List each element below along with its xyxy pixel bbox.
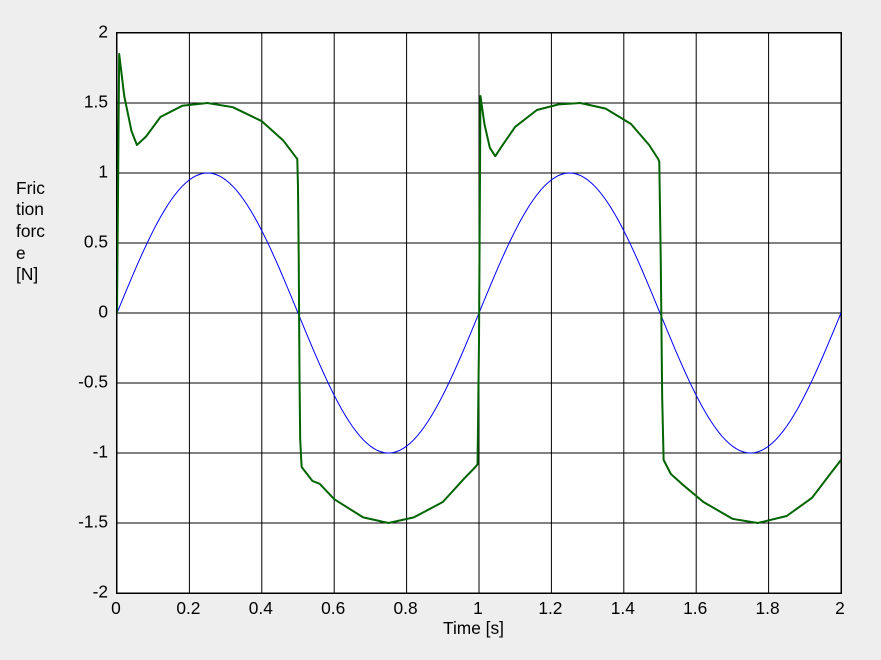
y-tick-label: 0 xyxy=(78,302,108,323)
x-tick-label: 1.4 xyxy=(611,598,635,619)
y-tick-label: -1 xyxy=(78,442,108,463)
x-tick-label: 0 xyxy=(111,598,121,619)
x-tick-label: 1.6 xyxy=(683,598,707,619)
y-tick-label: 1 xyxy=(78,162,108,183)
x-axis-label: Time [s] xyxy=(443,618,504,639)
x-tick-label: 0.2 xyxy=(176,598,200,619)
y-tick-label: -0.5 xyxy=(78,372,108,393)
y-tick-label: 1.5 xyxy=(78,92,108,113)
y-tick-label: -1.5 xyxy=(78,512,108,533)
x-tick-label: 1.2 xyxy=(538,598,562,619)
x-tick-label: 1.8 xyxy=(756,598,780,619)
y-tick-label: 2 xyxy=(78,22,108,43)
data-lines xyxy=(117,33,841,593)
x-tick-label: 0.6 xyxy=(321,598,345,619)
figure: Frictionforce[N] Time [s] 0 0.2 0.4 0.6 0.8 1… xyxy=(0,0,881,660)
x-tick-label: 0.4 xyxy=(249,598,273,619)
x-tick-label: 2 xyxy=(835,598,845,619)
series-friction_force xyxy=(117,54,841,523)
y-axis-label: Frictionforce[N] xyxy=(16,178,64,286)
x-tick-label: 1 xyxy=(473,598,483,619)
y-tick-label: 0.5 xyxy=(78,232,108,253)
x-tick-label: 0.8 xyxy=(394,598,418,619)
y-tick-label: -2 xyxy=(78,582,108,603)
plot-area xyxy=(116,32,842,594)
